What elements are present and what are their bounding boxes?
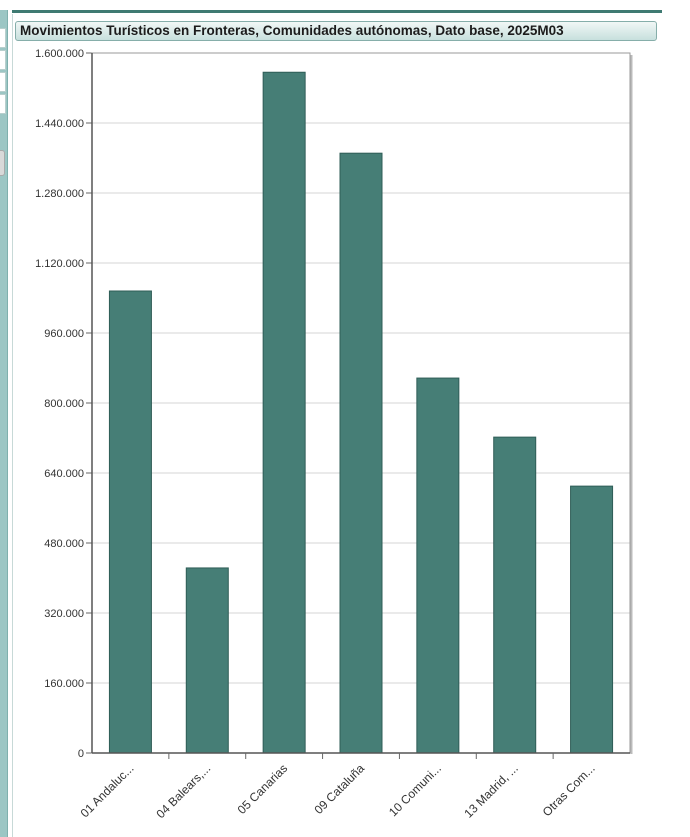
chart-title-bar: Movimientos Turísticos en Fronteras, Com…	[15, 21, 657, 41]
x-tick-label: 13 Madrid, ...	[461, 761, 520, 820]
y-tick-label: 1.120.000	[35, 258, 84, 270]
y-tick-label: 480.000	[44, 538, 84, 550]
x-tick-label: 09 Cataluña	[311, 761, 367, 817]
bar[interactable]	[108, 290, 152, 754]
y-tick-label: 1.440.000	[35, 118, 84, 130]
y-tick-label: 960.000	[44, 328, 84, 340]
left-panel-tab[interactable]	[0, 72, 6, 92]
panel-resize-handle[interactable]	[0, 150, 5, 176]
y-tick-label: 1.600.000	[35, 48, 84, 60]
x-tick-label: 04 Balears,...	[154, 761, 214, 821]
bar[interactable]	[262, 71, 306, 754]
y-tick-label: 640.000	[44, 468, 84, 480]
y-tick-label: 1.280.000	[35, 188, 84, 200]
left-panel-tab[interactable]	[0, 50, 6, 70]
y-tick-label: 800.000	[44, 398, 84, 410]
y-tick-labels: 0 160.000 320.000 480.000 640.000 800.000 960.…	[35, 48, 84, 760]
bar[interactable]	[185, 567, 229, 754]
bar[interactable]	[493, 436, 537, 754]
x-tick-label: Otras Com...	[540, 761, 598, 819]
x-tick-label: 05 Canarias	[235, 761, 291, 817]
x-tick-label: 10 Comuni...	[386, 761, 444, 819]
bar[interactable]	[416, 377, 460, 754]
chart-title: Movimientos Turísticos en Fronteras, Com…	[20, 23, 564, 38]
left-panel-edge	[0, 10, 8, 837]
y-tick-label: 160.000	[44, 678, 84, 690]
bars	[108, 71, 614, 754]
left-panel-tab[interactable]	[0, 94, 6, 114]
bar[interactable]	[570, 485, 614, 754]
x-tick-label: 01 Andaluc...	[78, 761, 137, 820]
axes	[86, 52, 633, 759]
chart-frame	[12, 14, 665, 837]
bar[interactable]	[339, 152, 383, 754]
top-rule	[12, 10, 662, 13]
y-tick-label: 0	[78, 748, 84, 760]
y-tick-label: 320.000	[44, 608, 84, 620]
x-tick-labels: 01 Andaluc... 04 Balears,... 05 Canarias 09…	[78, 761, 598, 821]
left-panel-tab[interactable]	[0, 28, 6, 48]
